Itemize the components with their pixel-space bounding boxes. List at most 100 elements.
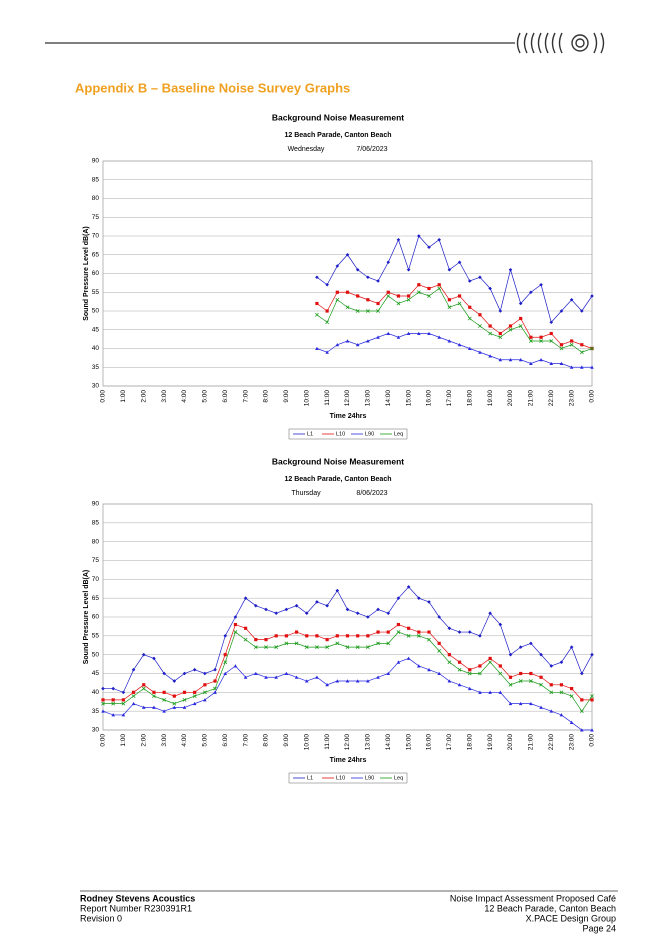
y-axis-label: Sound Pressure Level dB(A) bbox=[83, 226, 90, 321]
y-tick-label: 65 bbox=[92, 595, 100, 602]
marker bbox=[325, 309, 329, 313]
marker bbox=[356, 634, 360, 638]
marker bbox=[182, 671, 187, 676]
marker bbox=[437, 615, 441, 619]
footer-left: Revision 0 bbox=[80, 913, 122, 923]
legend-label: L1 bbox=[307, 431, 313, 437]
logo bbox=[516, 32, 605, 54]
marker bbox=[284, 641, 289, 646]
footer-right: Noise Impact Assessment Proposed Café bbox=[450, 893, 616, 903]
legend-label: L1 bbox=[307, 775, 313, 781]
y-tick-label: 50 bbox=[92, 308, 100, 315]
marker bbox=[274, 645, 279, 650]
legend-label: L90 bbox=[365, 775, 374, 781]
marker bbox=[478, 313, 482, 317]
marker bbox=[335, 679, 340, 683]
marker bbox=[518, 324, 523, 328]
marker bbox=[467, 316, 472, 321]
x-tick-label: 2:00 bbox=[140, 734, 147, 747]
marker bbox=[264, 607, 268, 612]
marker bbox=[376, 309, 380, 313]
marker bbox=[549, 320, 554, 325]
marker bbox=[528, 679, 533, 683]
x-tick-label: 9:00 bbox=[283, 734, 290, 747]
marker bbox=[447, 679, 452, 683]
marker bbox=[264, 675, 268, 679]
marker bbox=[304, 679, 309, 683]
marker bbox=[365, 645, 370, 650]
marker bbox=[488, 660, 493, 665]
marker bbox=[539, 675, 543, 679]
marker bbox=[223, 634, 228, 638]
y-tick-label: 60 bbox=[92, 614, 100, 621]
marker bbox=[427, 286, 431, 291]
chart-title: Background Noise Measurement bbox=[272, 112, 404, 122]
marker bbox=[376, 630, 380, 634]
y-tick-label: 70 bbox=[92, 576, 100, 583]
marker bbox=[356, 294, 360, 298]
marker bbox=[233, 664, 238, 668]
marker bbox=[376, 641, 380, 646]
marker bbox=[569, 365, 574, 369]
x-tick-label: 7:00 bbox=[242, 390, 249, 403]
marker bbox=[508, 324, 513, 328]
x-tick-label: 2:00 bbox=[140, 390, 147, 403]
x-tick-label: 19:00 bbox=[487, 734, 494, 751]
x-tick-label: 0:00 bbox=[100, 390, 107, 403]
marker bbox=[539, 282, 543, 287]
marker bbox=[529, 641, 533, 646]
marker bbox=[254, 671, 258, 675]
marker bbox=[315, 600, 319, 604]
x-tick-label: 13:00 bbox=[365, 734, 372, 751]
marker bbox=[427, 600, 431, 604]
marker bbox=[569, 297, 574, 302]
marker bbox=[111, 686, 115, 691]
marker bbox=[386, 260, 391, 265]
marker bbox=[498, 622, 503, 627]
marker bbox=[406, 633, 411, 638]
marker bbox=[152, 690, 156, 694]
marker bbox=[192, 694, 197, 698]
marker bbox=[121, 690, 126, 695]
marker bbox=[468, 305, 472, 309]
marker bbox=[213, 679, 217, 683]
marker bbox=[549, 331, 553, 336]
marker bbox=[488, 611, 492, 616]
marker bbox=[284, 671, 289, 675]
marker bbox=[427, 331, 431, 335]
marker bbox=[315, 312, 319, 317]
marker bbox=[529, 701, 533, 706]
marker bbox=[152, 656, 156, 661]
marker bbox=[386, 294, 391, 298]
marker bbox=[508, 682, 513, 687]
marker bbox=[427, 294, 431, 298]
x-tick-label: 8:00 bbox=[263, 734, 270, 747]
marker bbox=[580, 671, 584, 676]
marker bbox=[416, 290, 421, 295]
marker bbox=[355, 267, 360, 272]
x-tick-label: 1:00 bbox=[120, 734, 127, 747]
marker bbox=[498, 331, 502, 336]
x-tick-label: 5:00 bbox=[202, 734, 209, 747]
marker bbox=[335, 641, 340, 646]
y-tick-label: 40 bbox=[92, 689, 100, 696]
marker bbox=[539, 339, 543, 343]
marker bbox=[488, 324, 492, 328]
marker bbox=[498, 671, 503, 676]
x-tick-label: 15:00 bbox=[405, 390, 412, 407]
x-tick-label: 23:00 bbox=[568, 734, 575, 751]
marker bbox=[264, 638, 268, 642]
y-tick-label: 35 bbox=[92, 708, 100, 715]
marker bbox=[213, 690, 217, 694]
marker bbox=[569, 342, 574, 347]
marker bbox=[213, 686, 217, 691]
series-line bbox=[316, 333, 592, 368]
marker bbox=[304, 645, 309, 650]
x-tick-label: 12:00 bbox=[344, 734, 351, 751]
marker bbox=[407, 294, 411, 298]
marker bbox=[315, 301, 319, 306]
marker bbox=[518, 357, 523, 362]
marker bbox=[366, 679, 370, 683]
marker bbox=[244, 626, 248, 630]
